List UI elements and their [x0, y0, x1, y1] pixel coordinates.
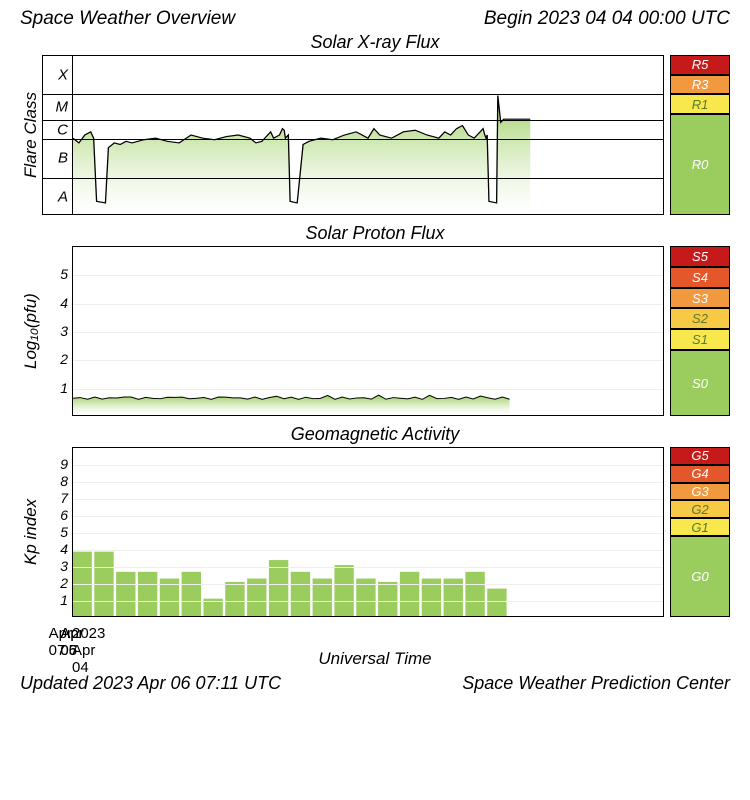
- panel-xray-scale: R5R3R1R0: [670, 55, 730, 215]
- scale-band-g0: G0: [670, 536, 730, 617]
- ytick: 5: [60, 524, 68, 540]
- flare-class-divider: [73, 120, 663, 121]
- ytick: 3: [60, 323, 68, 339]
- gridline: [73, 516, 663, 517]
- source-label: Space Weather Prediction Center: [462, 673, 730, 694]
- gridline: [73, 499, 663, 500]
- flare-class-label: X: [58, 67, 68, 84]
- flare-class-label: A: [58, 188, 68, 205]
- ytick: 4: [60, 295, 68, 311]
- ytick: 1: [60, 592, 68, 608]
- scale-band-s1: S1: [670, 329, 730, 350]
- gridline: [73, 360, 663, 361]
- scale-band-r0: R0: [670, 114, 730, 215]
- gridline: [73, 275, 663, 276]
- panel-geomag-yticks: 123456789: [42, 447, 72, 617]
- panel-xray: Solar X-ray Flux Flare Class XMCBA R5R3R…: [20, 32, 730, 215]
- ytick: 1: [60, 380, 68, 396]
- panel-geomag-ylabel: Kp index: [20, 447, 42, 617]
- gridline: [73, 601, 663, 602]
- flare-class-label: B: [58, 150, 68, 167]
- flare-class-divider: [73, 139, 663, 140]
- gridline: [73, 304, 663, 305]
- panel-proton: Solar Proton Flux Log₁₀(pfu) 12345 S5S4S…: [20, 223, 730, 416]
- panel-proton-ylabel: Log₁₀(pfu): [20, 246, 42, 416]
- gridline: [73, 550, 663, 551]
- panel-proton-scale: S5S4S3S2S1S0: [670, 246, 730, 416]
- scale-band-s4: S4: [670, 267, 730, 288]
- flare-class-label: M: [56, 99, 69, 116]
- gridline: [73, 584, 663, 585]
- ytick: 2: [60, 351, 68, 367]
- header: Space Weather Overview Begin 2023 04 04 …: [0, 0, 750, 32]
- panel-geomag-plot: [72, 447, 664, 617]
- updated-time: Updated 2023 Apr 06 07:11 UTC: [20, 673, 281, 694]
- ytick: 4: [60, 541, 68, 557]
- gridline: [73, 482, 663, 483]
- gridline: [73, 533, 663, 534]
- scale-band-s2: S2: [670, 308, 730, 329]
- panel-geomag-scale: G5G4G3G2G1G0: [670, 447, 730, 617]
- begin-time: Begin 2023 04 04 00:00 UTC: [484, 8, 730, 30]
- ytick: 3: [60, 558, 68, 574]
- scale-band-g4: G4: [670, 465, 730, 483]
- gridline: [73, 389, 663, 390]
- footer: Updated 2023 Apr 06 07:11 UTC Space Weat…: [0, 669, 750, 698]
- gridline: [73, 567, 663, 568]
- ytick: 9: [60, 456, 68, 472]
- scale-band-g5: G5: [670, 447, 730, 465]
- scale-band-s0: S0: [670, 350, 730, 416]
- scale-band-g3: G3: [670, 483, 730, 501]
- panel-xray-plot: [72, 55, 664, 215]
- scale-band-g1: G1: [670, 518, 730, 536]
- panel-geomag: Geomagnetic Activity Kp index 123456789 …: [20, 424, 730, 617]
- gridline: [73, 332, 663, 333]
- panel-proton-title: Solar Proton Flux: [20, 223, 730, 244]
- flare-class-label: C: [57, 121, 68, 138]
- panel-xray-title: Solar X-ray Flux: [20, 32, 730, 53]
- xtick: Apr 07: [49, 625, 72, 659]
- flare-class-divider: [73, 94, 663, 95]
- flare-class-divider: [73, 178, 663, 179]
- scale-band-r3: R3: [670, 75, 730, 95]
- ytick: 8: [60, 473, 68, 489]
- panel-xray-ylabel: Flare Class: [20, 55, 42, 215]
- scale-band-s5: S5: [670, 246, 730, 267]
- ytick: 7: [60, 490, 68, 506]
- x-axis: 2023 Apr 04Apr 05Apr 06Apr 07: [20, 625, 730, 647]
- scale-band-s3: S3: [670, 288, 730, 309]
- page-title: Space Weather Overview: [20, 8, 235, 30]
- ytick: 5: [60, 266, 68, 282]
- scale-band-g2: G2: [670, 500, 730, 518]
- panel-proton-yticks: 1 2 3 4 5: [42, 246, 72, 416]
- scale-band-r5: R5: [670, 55, 730, 75]
- scale-band-r1: R1: [670, 94, 730, 114]
- ytick: 6: [60, 507, 68, 523]
- panel-xray-yticks: XMCB A: [42, 55, 72, 215]
- gridline: [73, 465, 663, 466]
- ytick: 2: [60, 575, 68, 591]
- panel-geomag-title: Geomagnetic Activity: [20, 424, 730, 445]
- x-axis-label: Universal Time: [0, 649, 750, 669]
- panel-proton-plot: [72, 246, 664, 416]
